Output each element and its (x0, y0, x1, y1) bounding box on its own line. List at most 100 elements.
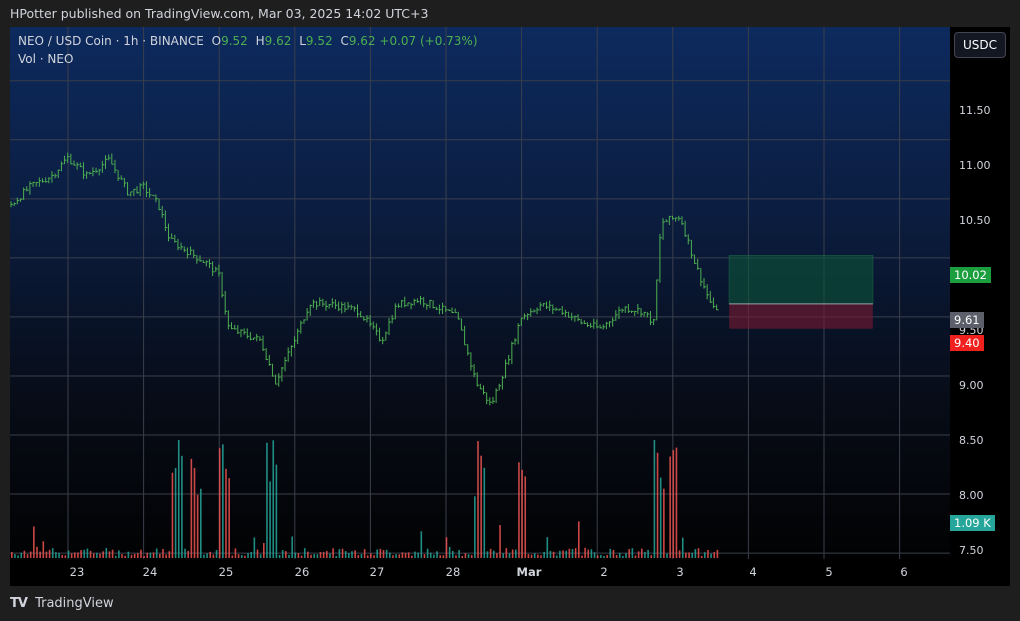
footer-brand[interactable]: TV TradingView (10, 596, 114, 611)
volume-bar (584, 547, 586, 558)
time-axis[interactable] (10, 559, 1010, 586)
volume-bar (470, 555, 473, 558)
volume-bar (590, 549, 593, 558)
volume-bar (96, 552, 98, 558)
volume-bar (423, 554, 426, 558)
volume-bar (86, 548, 89, 558)
volume-bar (593, 552, 596, 558)
volume-bar (663, 488, 665, 558)
volume-bar (294, 552, 297, 558)
volume-bar (118, 550, 120, 558)
volume-bar (253, 537, 256, 558)
volume-bar (653, 439, 656, 558)
volume-bar (502, 553, 504, 558)
volume-legend[interactable]: Vol · NEO (18, 52, 74, 66)
volume-bar (467, 554, 470, 558)
volume-bar (203, 554, 205, 558)
volume-bar (102, 551, 104, 558)
volume-bar (159, 553, 161, 558)
volume-bar (474, 496, 476, 558)
volume-bar (77, 552, 79, 558)
y-tick-label: 11.00 (959, 159, 991, 172)
volume-bar (700, 555, 703, 558)
volume-bar (303, 548, 306, 558)
volume-bar (322, 552, 325, 558)
volume-bar (625, 553, 627, 558)
volume-bar (710, 553, 712, 558)
volume-bar (477, 441, 479, 558)
volume-bar (385, 549, 388, 558)
volume-bar (108, 551, 111, 558)
volume-bar (105, 548, 108, 558)
volume-bar (622, 555, 624, 558)
volume-bar (137, 553, 139, 558)
y-tick-label: 8.00 (959, 489, 984, 502)
volume-bar (433, 554, 435, 558)
volume-bar (23, 550, 26, 558)
volume-bar (543, 551, 545, 558)
volume-bar (533, 553, 536, 558)
volume-bar (244, 555, 246, 558)
volume-bar (521, 469, 523, 558)
volume-bar (70, 553, 73, 558)
high-label: H (255, 34, 265, 48)
volume-bar (445, 537, 448, 558)
volume-bar (596, 555, 599, 558)
volume-bar (581, 555, 583, 558)
volume-bar (574, 548, 577, 558)
volume-bar (240, 554, 243, 558)
high-value: 9.62 (264, 34, 292, 48)
volume-bar (489, 548, 492, 558)
volume-bar (184, 548, 186, 558)
currency-button[interactable]: USDC (954, 32, 1006, 58)
price-axis[interactable] (950, 27, 1010, 559)
volume-bar (439, 555, 441, 558)
volume-bar (546, 537, 549, 558)
volume-bar (600, 554, 602, 558)
volume-bar (281, 550, 284, 558)
volume-bar (681, 537, 684, 558)
volume-bar (461, 555, 464, 558)
volume-bar (149, 552, 152, 558)
volume-bar (631, 548, 634, 558)
tradingview-logo-icon: TV (10, 596, 28, 611)
volume-bar (486, 551, 489, 558)
volume-bar (672, 450, 675, 558)
volume-bar (33, 526, 35, 558)
volume-bar (165, 554, 167, 558)
volume-bar (395, 554, 397, 558)
plot-area[interactable]: NEO / USD Coin · 1h · BINANCE O9.52 H9.6… (10, 27, 950, 559)
volume-bar (615, 555, 618, 558)
volume-bar (628, 549, 630, 558)
volume-bar (618, 552, 621, 558)
volume-bar (351, 551, 353, 558)
x-tick-label: 26 (294, 565, 310, 579)
volume-bar (288, 554, 290, 558)
volume-bar (74, 552, 76, 558)
volume-bar (45, 551, 48, 558)
volume-bar (319, 552, 322, 558)
volume-bar (540, 555, 542, 558)
last-price-badge: 9.61 (950, 312, 984, 328)
volume-bar (133, 553, 136, 558)
volume-bar (697, 548, 700, 558)
price-chart[interactable] (10, 27, 950, 559)
volume-bar (285, 551, 287, 558)
volume-bar (448, 546, 451, 558)
volume-bar (114, 555, 117, 558)
volume-bar (694, 549, 697, 558)
volume-bar (111, 549, 114, 558)
symbol-label[interactable]: NEO / USD Coin · 1h · BINANCE (18, 34, 204, 48)
volume-bar (275, 464, 278, 558)
volume-bar (685, 552, 687, 558)
volume-bar (518, 462, 520, 558)
volume-bar (92, 553, 95, 558)
volume-bar (291, 536, 293, 558)
volume-bar (414, 551, 416, 558)
volume-bar (637, 551, 640, 558)
volume-bar (152, 552, 155, 558)
volume-bar (61, 554, 63, 558)
volume-bar (458, 550, 460, 558)
volume-bar (420, 531, 423, 558)
volume-bar (168, 551, 171, 558)
